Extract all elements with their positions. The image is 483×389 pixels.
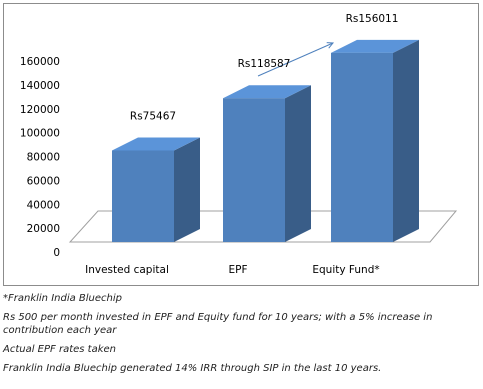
bar-side <box>285 85 311 243</box>
note: Actual EPF rates taken <box>3 344 116 355</box>
y-tick-label: 100000 <box>20 128 60 140</box>
note: *Franklin India Bluechip <box>3 293 123 304</box>
y-tick-label: 140000 <box>20 80 60 92</box>
bar <box>223 98 285 243</box>
bar-top <box>223 85 311 99</box>
y-tick-label: 40000 <box>27 199 60 211</box>
x-tick-label: Invested capital <box>85 264 169 276</box>
y-tick-label: 80000 <box>27 152 60 164</box>
notes: *Franklin India Bluechip Rs 500 per month… <box>3 292 481 381</box>
bar-side <box>393 39 419 242</box>
data-label: Rs118587 <box>238 58 291 70</box>
x-tick-label: Equity Fund* <box>312 264 379 276</box>
bar-top <box>112 137 200 151</box>
data-label: Rs75467 <box>130 110 176 122</box>
bar-side <box>174 137 200 242</box>
chart: 0 20000 40000 60000 80000 100000 120000 140000 1… <box>3 3 479 286</box>
y-tick-label: 120000 <box>20 104 60 116</box>
y-tick-label: 0 <box>53 247 60 259</box>
data-label: Rs156011 <box>346 13 399 25</box>
bar <box>112 150 174 242</box>
x-tick-label: EPF <box>228 264 247 276</box>
arrow <box>257 43 333 77</box>
y-tick-label: 60000 <box>27 175 60 187</box>
bar-top <box>331 39 419 53</box>
y-tick-label: 160000 <box>20 56 60 68</box>
bar <box>331 52 393 242</box>
note: Rs 500 per month invested in EPF and Equ… <box>3 312 433 336</box>
note: Franklin India Bluechip generated 14% IR… <box>3 363 382 374</box>
y-tick-label: 20000 <box>27 223 60 235</box>
